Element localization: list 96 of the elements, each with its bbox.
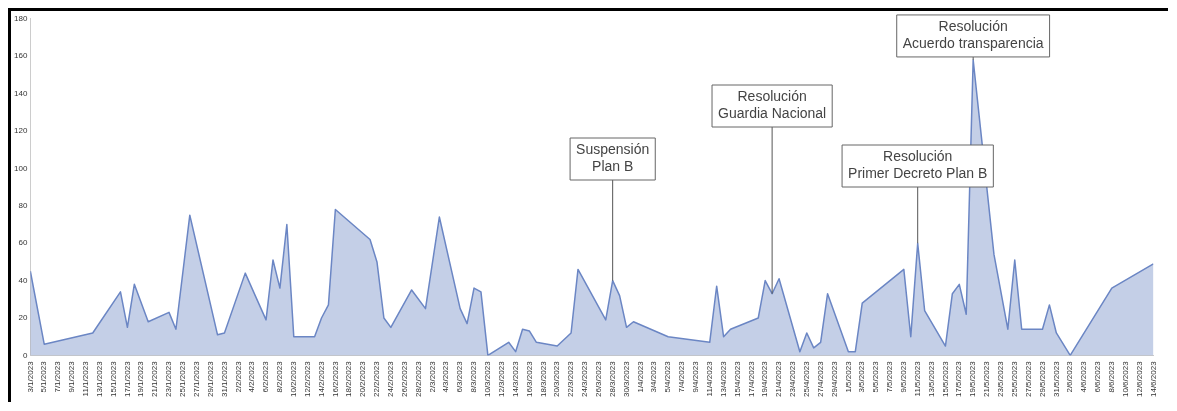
x-tick-label: 6/3/2023 (455, 360, 465, 393)
x-tick-label: 7/5/2023 (885, 360, 895, 393)
x-tick-label: 5/4/2023 (663, 360, 673, 393)
y-tick-label: 120 (13, 126, 28, 136)
y-tick-label: 0 (22, 350, 28, 360)
x-tick-label: 12/6/2023 (1134, 360, 1144, 397)
x-tick-label: 14/2/2023 (316, 360, 326, 397)
x-tick-label: 28/3/2023 (607, 360, 617, 397)
x-tick-label: 19/4/2023 (760, 360, 770, 397)
x-tick-label: 6/2/2023 (261, 360, 271, 393)
y-tick-label: 180 (13, 14, 28, 23)
x-tick-label: 10/3/2023 (483, 360, 493, 397)
x-tick-label: 3/1/2023 (25, 360, 35, 393)
x-tick-label: 29/4/2023 (829, 360, 839, 397)
y-tick-label: 140 (13, 88, 28, 98)
x-tick-label: 25/5/2023 (1009, 360, 1019, 397)
x-tick-label: 23/1/2023 (164, 360, 174, 397)
x-tick-label: 10/6/2023 (1120, 360, 1130, 397)
x-tick-label: 29/5/2023 (1037, 360, 1047, 397)
x-tick-label: 9/5/2023 (899, 360, 909, 393)
x-tick-label: 29/1/2023 (205, 360, 215, 397)
y-tick-label: 100 (13, 163, 28, 173)
x-tick-label: 31/1/2023 (219, 360, 229, 397)
x-tick-label: 10/2/2023 (288, 360, 298, 397)
x-tick-label: 13/4/2023 (718, 360, 728, 397)
x-tick-label: 17/1/2023 (122, 360, 132, 397)
x-tick-label: 8/6/2023 (1107, 360, 1117, 393)
x-tick-label: 21/5/2023 (982, 360, 992, 397)
y-tick-label: 40 (18, 275, 28, 285)
x-tick-label: 15/4/2023 (732, 360, 742, 397)
y-tick-label: 160 (13, 51, 28, 61)
x-tick-label: 15/1/2023 (108, 360, 118, 397)
x-tick-label: 2/6/2023 (1065, 360, 1075, 393)
x-tick-label: 31/5/2023 (1051, 360, 1061, 397)
x-tick-label: 5/1/2023 (39, 360, 49, 393)
x-tick-label: 1/4/2023 (635, 360, 645, 393)
x-tick-label: 27/4/2023 (815, 360, 825, 397)
x-tick-label: 18/2/2023 (344, 360, 354, 397)
y-tick-label: 80 (18, 201, 28, 211)
x-tick-label: 18/3/2023 (538, 360, 548, 397)
x-tick-label: 11/1/2023 (81, 360, 91, 397)
x-tick-label: 2/2/2023 (233, 360, 243, 393)
x-tick-label: 7/1/2023 (53, 360, 63, 393)
x-tick-label: 15/5/2023 (940, 360, 950, 397)
x-tick-label: 22/2/2023 (372, 360, 382, 397)
x-tick-label: 8/2/2023 (275, 360, 285, 393)
x-tick-label: 16/2/2023 (330, 360, 340, 397)
x-tick-label: 23/4/2023 (788, 360, 798, 397)
x-tick-label: 7/4/2023 (677, 360, 687, 393)
x-tick-label: 20/2/2023 (358, 360, 368, 397)
x-tick-label: 25/4/2023 (801, 360, 811, 397)
x-tick-label: 4/3/2023 (441, 360, 451, 393)
x-tick-label: 19/1/2023 (136, 360, 146, 397)
x-tick-label: 13/5/2023 (926, 360, 936, 397)
annotation: Resolución Acuerdo transparencia (902, 18, 1044, 52)
x-tick-label: 21/1/2023 (150, 360, 160, 397)
x-tick-label: 3/4/2023 (649, 360, 659, 393)
x-tick-label: 3/5/2023 (857, 360, 867, 393)
x-tick-label: 24/3/2023 (580, 360, 590, 397)
x-tick-label: 22/3/2023 (566, 360, 576, 397)
x-tick-label: 9/4/2023 (691, 360, 701, 393)
x-tick-label: 25/1/2023 (178, 360, 188, 397)
x-tick-label: 12/2/2023 (302, 360, 312, 397)
x-tick-label: 17/5/2023 (954, 360, 964, 397)
x-tick-label: 4/6/2023 (1079, 360, 1089, 393)
x-tick-label: 21/4/2023 (774, 360, 784, 397)
x-tick-label: 8/3/2023 (469, 360, 479, 393)
x-tick-label: 26/2/2023 (399, 360, 409, 397)
y-tick-label: 20 (18, 313, 28, 323)
x-tick-label: 9/1/2023 (67, 360, 77, 393)
x-tick-label: 30/3/2023 (621, 360, 631, 397)
annotation: Suspensión Plan B (576, 141, 650, 175)
x-tick-label: 1/5/2023 (843, 360, 853, 393)
x-tick-label: 11/5/2023 (912, 360, 922, 397)
x-tick-label: 27/1/2023 (191, 360, 201, 397)
x-tick-label: 16/3/2023 (524, 360, 534, 397)
x-tick-label: 14/6/2023 (1148, 360, 1158, 397)
x-tick-label: 19/5/2023 (968, 360, 978, 397)
x-tick-label: 27/5/2023 (1023, 360, 1033, 397)
annotation: Resolución Guardia Nacional (718, 88, 827, 122)
x-tick-label: 2/3/2023 (427, 360, 437, 393)
x-tick-label: 11/4/2023 (704, 360, 714, 397)
x-tick-label: 5/5/2023 (871, 360, 881, 393)
annotation: Resolución Primer Decreto Plan B (848, 148, 988, 182)
x-tick-label: 17/4/2023 (746, 360, 756, 397)
x-tick-label: 13/1/2023 (94, 360, 104, 397)
x-tick-label: 6/6/2023 (1093, 360, 1103, 393)
x-tick-label: 12/3/2023 (496, 360, 506, 397)
x-tick-label: 26/3/2023 (594, 360, 604, 397)
y-tick-label: 60 (18, 238, 28, 248)
x-tick-label: 23/5/2023 (996, 360, 1006, 397)
x-tick-label: 4/2/2023 (247, 360, 257, 393)
x-tick-label: 24/2/2023 (386, 360, 396, 397)
x-tick-label: 28/2/2023 (413, 360, 423, 397)
x-tick-label: 14/3/2023 (510, 360, 520, 397)
x-tick-label: 20/3/2023 (552, 360, 562, 397)
